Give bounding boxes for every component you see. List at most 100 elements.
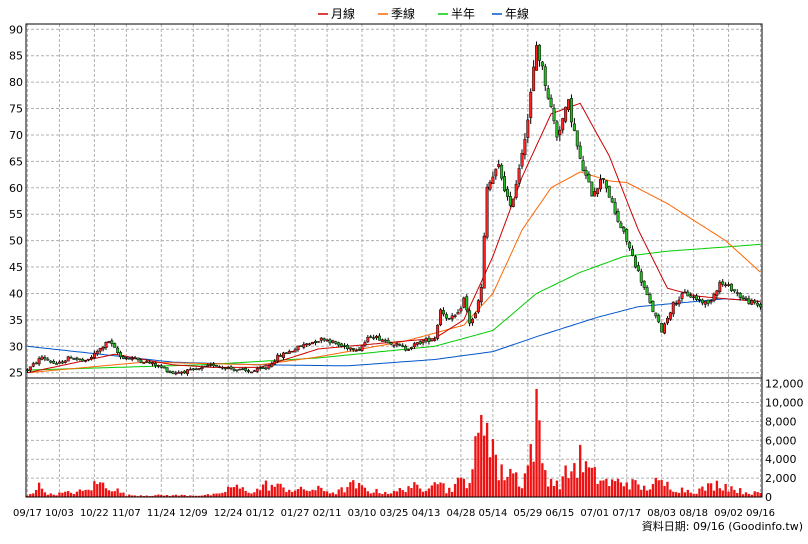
volume-bar	[712, 490, 716, 497]
volume-bar	[564, 465, 567, 497]
candle-body	[514, 183, 518, 198]
volume-bar	[672, 491, 675, 497]
candle-body	[287, 351, 291, 354]
volume-bar	[177, 495, 180, 497]
volume-bar	[739, 488, 742, 497]
volume-bar	[389, 493, 393, 497]
volume-bar	[96, 484, 99, 497]
volume-bar	[131, 495, 134, 497]
volume-bar	[357, 483, 361, 497]
volume-bar	[366, 491, 369, 497]
volume-bar	[631, 479, 634, 497]
candle-body	[642, 280, 646, 288]
volume-bar	[375, 488, 378, 497]
candle-body	[156, 365, 160, 367]
candle-body	[537, 44, 541, 61]
data-date-footer: 資料日期: 09/16 (Goodinfo.tw)	[642, 519, 803, 533]
volume-bar	[704, 490, 707, 497]
candle-body	[392, 344, 396, 347]
volume-bar	[224, 491, 227, 497]
volume-bar	[733, 489, 736, 497]
volume-bar	[584, 461, 588, 497]
candle-body	[92, 352, 96, 358]
volume-bar	[116, 488, 119, 497]
candle-body	[744, 297, 748, 300]
price-tick-label: 60	[9, 182, 23, 195]
volume-bar	[43, 492, 47, 497]
candle-body	[276, 354, 280, 362]
volume-bar	[555, 480, 559, 497]
volume-bar	[259, 490, 262, 497]
volume-bar	[535, 388, 538, 497]
candle-body	[69, 357, 73, 359]
volume-bar	[532, 461, 535, 497]
candle-body	[604, 180, 608, 189]
volume-bar	[645, 490, 649, 497]
candle-body	[619, 222, 623, 229]
volume-bar	[599, 480, 602, 497]
candle-body	[663, 323, 667, 334]
volume-bar	[654, 477, 657, 497]
volume-bar	[640, 489, 643, 497]
volume-bar	[122, 492, 125, 497]
chart-frame	[25, 23, 763, 498]
volume-bar	[611, 479, 614, 497]
volume-bar	[78, 489, 81, 497]
candle-body	[66, 356, 70, 362]
candle-body	[223, 367, 227, 370]
candle-body	[209, 364, 213, 366]
candle-body	[601, 178, 605, 180]
candle-body	[151, 362, 155, 365]
volume-bar	[221, 492, 224, 497]
candle-body	[657, 315, 661, 323]
volume-bar	[680, 487, 684, 497]
candle-body	[494, 168, 498, 177]
candle-body	[28, 366, 32, 371]
volume-bar	[308, 491, 311, 497]
candle-body	[375, 335, 379, 339]
volume-bar	[352, 480, 355, 497]
candle-body	[270, 363, 274, 367]
price-tick-label: 90	[9, 23, 23, 36]
volume-bar	[756, 491, 759, 497]
volume-bar	[581, 472, 585, 497]
volume-bar	[404, 492, 407, 497]
volume-bar	[416, 484, 419, 497]
candle-body	[596, 188, 600, 194]
volume-bar	[439, 482, 442, 497]
volume-bar	[468, 483, 471, 497]
volume-bar	[101, 482, 105, 497]
volume-bar	[494, 454, 497, 497]
volume-bar	[192, 495, 195, 497]
candle-body	[616, 211, 620, 222]
candle-body	[462, 297, 466, 308]
candle-body	[171, 371, 175, 374]
candle-body	[753, 300, 757, 303]
candle-body	[660, 322, 664, 333]
volume-bar	[593, 467, 596, 497]
candle-body	[255, 368, 259, 372]
candle-body	[482, 235, 486, 289]
price-tick-label: 45	[9, 261, 23, 274]
candle-body	[284, 352, 288, 355]
volume-bar	[113, 491, 116, 497]
volume-bar	[174, 494, 177, 497]
candle-body	[433, 338, 437, 341]
candle-body	[60, 361, 64, 364]
volume-bar	[398, 488, 401, 497]
candle-body	[456, 312, 460, 315]
candle-body	[52, 361, 56, 364]
volume-bar	[558, 489, 561, 497]
volume-bar	[212, 493, 215, 497]
candle-body	[372, 337, 376, 339]
candle-body	[622, 226, 626, 232]
volume-bar	[561, 476, 564, 497]
candle-body	[351, 348, 355, 351]
volume-bar	[331, 492, 335, 497]
candle-body	[695, 295, 699, 300]
volume-bar	[346, 487, 349, 497]
candle-body	[168, 371, 172, 373]
candle-body	[334, 341, 338, 344]
volume-bar	[90, 490, 93, 497]
volume-tick-label: 10,000	[765, 397, 804, 410]
